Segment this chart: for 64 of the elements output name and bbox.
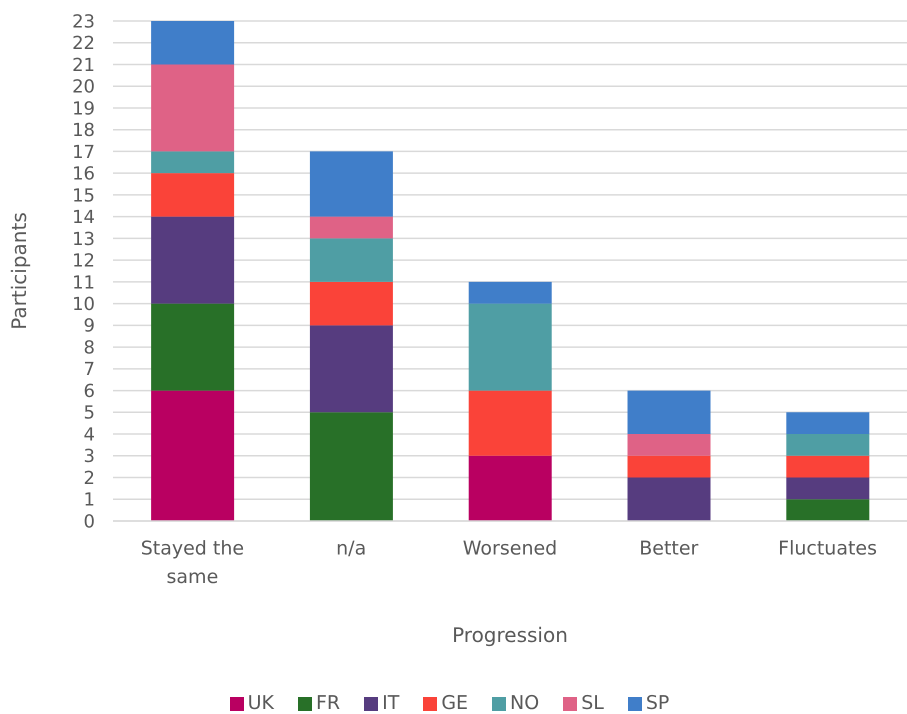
y-tick-label: 1 xyxy=(84,490,95,511)
y-tick-label: 5 xyxy=(84,402,95,424)
y-tick-label: 17 xyxy=(72,142,95,163)
bar xyxy=(310,238,393,282)
y-tick-label: 4 xyxy=(84,424,95,446)
y-tick-label: 19 xyxy=(72,98,95,120)
bar xyxy=(628,434,711,456)
x-tick-label: Worsened xyxy=(462,537,558,560)
legend-label: UK xyxy=(248,692,274,714)
legend-label: SP xyxy=(646,692,670,714)
bar xyxy=(151,216,234,304)
bar xyxy=(151,390,234,521)
y-tick-label: 13 xyxy=(72,228,95,250)
legend-label: NO xyxy=(510,692,540,714)
bar xyxy=(468,456,552,521)
bar xyxy=(468,282,552,304)
bar xyxy=(786,412,870,434)
y-tick-label: 9 xyxy=(84,316,95,337)
bar xyxy=(468,390,552,456)
bar xyxy=(786,499,870,521)
bar xyxy=(151,151,234,174)
bar xyxy=(310,325,393,412)
bar xyxy=(468,304,552,391)
bar xyxy=(151,173,234,217)
legend-label: GE xyxy=(441,692,468,714)
x-tick-label: Better xyxy=(639,537,699,560)
y-axis-title: Participants xyxy=(7,212,31,330)
bar xyxy=(310,412,393,521)
bar xyxy=(151,21,234,64)
bar xyxy=(786,456,870,478)
y-tick-label: 14 xyxy=(72,207,95,228)
legend-label: IT xyxy=(382,692,400,714)
bar xyxy=(310,282,393,326)
y-tick-label: 11 xyxy=(72,272,95,294)
bar xyxy=(151,304,234,391)
bar xyxy=(310,151,393,217)
bar xyxy=(628,478,711,521)
y-tick-label: 3 xyxy=(84,446,95,468)
y-tick-label: 0 xyxy=(84,511,95,532)
bar xyxy=(786,434,870,456)
bar xyxy=(786,478,870,500)
y-tick-label: 8 xyxy=(84,337,95,358)
y-tick-label: 22 xyxy=(72,33,95,54)
y-tick-label: 16 xyxy=(72,164,95,185)
y-tick-label: 23 xyxy=(72,11,95,32)
y-tick-label: 6 xyxy=(84,380,95,402)
y-tick-label: 10 xyxy=(72,294,95,315)
legend-label: FR xyxy=(316,692,340,714)
bar xyxy=(628,456,711,478)
y-tick-label: 18 xyxy=(72,120,95,142)
bar xyxy=(310,216,393,238)
y-tick-label: 7 xyxy=(84,359,95,380)
bar xyxy=(628,390,711,434)
y-tick-label: 15 xyxy=(72,185,95,206)
x-axis-title: Progression xyxy=(452,623,568,647)
x-tick-label: Stayed the same xyxy=(140,537,244,588)
y-tick-label: 12 xyxy=(72,250,95,272)
x-tick-label: n/a xyxy=(336,537,366,560)
x-tick-label: Fluctuates xyxy=(778,537,878,560)
y-tick-label: 20 xyxy=(72,76,95,98)
y-tick-label: 21 xyxy=(72,54,95,76)
y-tick-label: 2 xyxy=(84,468,95,489)
legend-label: SL xyxy=(581,692,604,714)
bar xyxy=(151,64,234,152)
